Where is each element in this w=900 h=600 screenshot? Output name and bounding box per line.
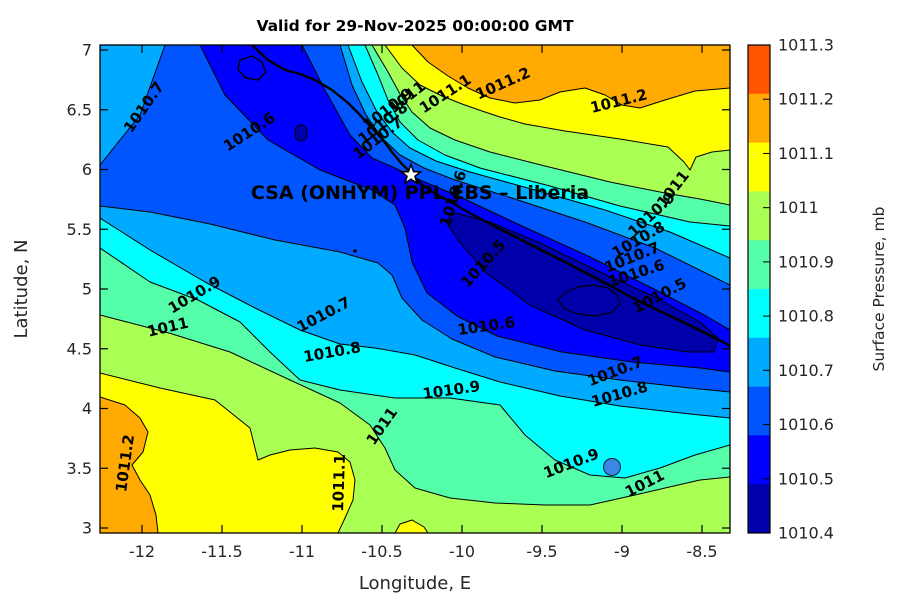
colorbar-tick-label: 1010.4	[778, 524, 834, 543]
y-tick-label: 6.5	[67, 100, 92, 119]
y-tick-label: 5.5	[67, 220, 92, 239]
colorbar-tick-label: 1010.9	[778, 252, 834, 271]
colorbar-border	[747, 44, 771, 534]
colorbar-tick-label: 1011	[778, 198, 819, 217]
colorbar-band	[748, 435, 770, 485]
colorbar-tick-label: 1011.3	[778, 36, 834, 55]
coastline	[250, 45, 730, 348]
colorbar-band	[748, 93, 770, 144]
colorbar-band	[748, 191, 770, 241]
x-tick-label: -9.5	[526, 542, 557, 561]
x-tick-label: -11.5	[201, 542, 242, 561]
x-axis-label: Longitude, E	[359, 573, 471, 594]
colorbar-band	[748, 240, 770, 290]
band-orange-sw	[100, 396, 159, 533]
y-axis-label: Latitude, N	[11, 240, 32, 339]
y-tick-label: 3	[82, 519, 92, 538]
colorbar-band	[748, 386, 770, 436]
y-tick-label: 6	[82, 160, 92, 179]
station-dot-marker	[603, 458, 621, 476]
band-navy-core	[445, 211, 719, 353]
small-point-marker	[353, 249, 357, 253]
plot-axes: -12 -11.5 -11 -10.5 -10 -9.5 -9 -8.5 7 6.5 6 5.5 5 4.…	[67, 41, 730, 561]
x-tick-label: -10	[449, 542, 475, 561]
contour-label: 1011.1	[329, 454, 349, 512]
site-star-marker	[399, 162, 423, 186]
colorbar-tick-label: 1010.6	[778, 415, 834, 434]
band-yellow-sw	[100, 372, 356, 533]
plot-border	[99, 44, 731, 534]
x-tick-label: -11	[289, 542, 315, 561]
colorbar-tick-label: 1011.2	[778, 90, 834, 109]
band-orange-ne	[411, 45, 730, 109]
colorbar-tick-label: 1010.5	[778, 469, 834, 488]
y-tick-label: 4.5	[67, 339, 92, 358]
colorbar-tick-label: 1011.1	[778, 144, 834, 163]
coast-inlet-loop	[237, 55, 267, 81]
colorbar-tick-label: 1010.7	[778, 361, 834, 380]
lagoon-outline	[557, 284, 621, 317]
plot-title: Valid for 29-Nov-2025 00:00:00 GMT	[256, 17, 574, 35]
y-tick-label: 5	[82, 280, 92, 299]
coastline	[237, 45, 730, 348]
y-tick-label: 3.5	[67, 459, 92, 478]
colorbar-tick-label: 1010.8	[778, 307, 834, 326]
site-label: CSA (ONHYM) PPL EBS – Liberia	[251, 182, 589, 204]
colorbar-band	[748, 484, 770, 534]
x-tick-label: -10.5	[361, 542, 402, 561]
colorbar-band	[748, 142, 770, 192]
y-tick-label: 4	[82, 399, 92, 418]
x-tick-label: -12	[129, 542, 155, 561]
y-tick-label: 7	[82, 41, 92, 60]
x-tick-label: -9	[614, 542, 630, 561]
band-yellow-bump	[394, 519, 429, 533]
colorbar: 1011.3 1011.2 1011.1 1011 1010.9 1010.8 1010.7…	[747, 36, 834, 543]
x-tick-label: -8.5	[686, 542, 717, 561]
colorbar-label: Surface Pressure, mb	[870, 207, 888, 372]
colorbar-band	[748, 45, 770, 95]
colorbar-band	[748, 289, 770, 339]
contour-bands	[100, 45, 730, 533]
colorbar-band	[748, 337, 770, 388]
band-navy-spot	[294, 124, 308, 142]
